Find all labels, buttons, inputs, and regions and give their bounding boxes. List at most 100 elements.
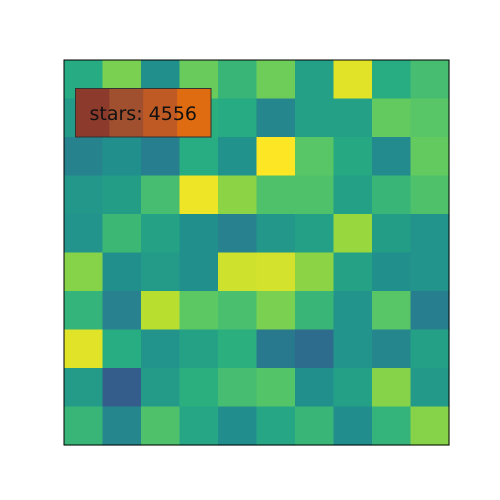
heatmap-cell xyxy=(295,368,335,408)
heatmap-cell xyxy=(102,406,142,446)
heatmap-cell xyxy=(333,175,373,215)
heatmap-cell xyxy=(295,98,335,138)
heatmap-cell xyxy=(64,175,104,215)
heatmap-cell xyxy=(141,329,181,369)
heatmap-cell xyxy=(295,291,335,331)
heatmap-cell xyxy=(295,175,335,215)
heatmap-cell xyxy=(218,214,258,254)
heatmap-cell xyxy=(141,137,181,177)
heatmap-cell xyxy=(179,368,219,408)
heatmap-cell xyxy=(295,214,335,254)
heatmap-cell xyxy=(218,368,258,408)
heatmap-cell xyxy=(333,98,373,138)
heatmap-cells xyxy=(64,60,450,446)
heatmap-cell xyxy=(179,137,219,177)
heatmap-cell xyxy=(179,329,219,369)
heatmap-cell xyxy=(64,368,104,408)
tooltip: stars: 4556 xyxy=(75,88,212,138)
heatmap-cell xyxy=(102,214,142,254)
heatmap-cell xyxy=(256,137,296,177)
heatmap-cell xyxy=(179,291,219,331)
heatmap-cell xyxy=(372,60,412,100)
heatmap-cell xyxy=(410,175,450,215)
heatmap-cell xyxy=(102,291,142,331)
heatmap-cell xyxy=(179,214,219,254)
heatmap-cell xyxy=(141,214,181,254)
heatmap-cell xyxy=(64,252,104,292)
heatmap-cell xyxy=(256,98,296,138)
heatmap-cell xyxy=(372,406,412,446)
heatmap-cell xyxy=(333,406,373,446)
heatmap-cell xyxy=(218,60,258,100)
heatmap-cell xyxy=(372,329,412,369)
heatmap-cell xyxy=(141,175,181,215)
heatmap-cell xyxy=(218,291,258,331)
heatmap-cell xyxy=(179,175,219,215)
heatmap-cell xyxy=(218,329,258,369)
heatmap-cell xyxy=(295,406,335,446)
heatmap-cell xyxy=(141,252,181,292)
heatmap-cell xyxy=(218,175,258,215)
heatmap-cell xyxy=(218,406,258,446)
heatmap-cell xyxy=(256,214,296,254)
tooltip-border xyxy=(75,88,212,138)
heatmap-cell xyxy=(410,406,450,446)
heatmap-cell xyxy=(410,60,450,100)
heatmap-cell xyxy=(333,60,373,100)
heatmap-cell xyxy=(179,252,219,292)
tooltip-background-segment xyxy=(75,88,110,137)
heatmap-cell xyxy=(410,137,450,177)
heatmap-cell xyxy=(333,368,373,408)
heatmap-cell xyxy=(410,329,450,369)
heatmap-cell xyxy=(333,214,373,254)
heatmap-cell xyxy=(256,175,296,215)
tooltip-background-segment xyxy=(143,88,178,137)
heatmap-cell xyxy=(333,291,373,331)
heatmap-cell xyxy=(218,137,258,177)
heatmap-cell xyxy=(295,252,335,292)
heatmap-cell xyxy=(64,291,104,331)
heatmap-cell xyxy=(410,252,450,292)
heatmap-cell xyxy=(410,368,450,408)
heatmap-cell xyxy=(333,329,373,369)
heatmap-cell xyxy=(333,252,373,292)
heatmap-cell xyxy=(372,175,412,215)
heatmap-cell xyxy=(410,291,450,331)
heatmap-cell xyxy=(256,291,296,331)
plot-frame xyxy=(63,59,450,446)
heatmap-cell xyxy=(372,291,412,331)
heatmap-cell xyxy=(410,214,450,254)
heatmap-cell xyxy=(256,329,296,369)
heatmap-cell xyxy=(102,329,142,369)
heatmap-cell xyxy=(141,291,181,331)
heatmap-cell xyxy=(102,137,142,177)
heatmap-cell xyxy=(64,214,104,254)
heatmap-cell xyxy=(333,137,373,177)
heatmap-cell xyxy=(179,406,219,446)
heatmap-cell xyxy=(372,214,412,254)
heatmap-cell xyxy=(256,252,296,292)
heatmap-cell xyxy=(141,406,181,446)
heatmap-cell xyxy=(372,137,412,177)
heatmap-cell xyxy=(372,368,412,408)
heatmap-cell xyxy=(102,368,142,408)
heatmap-cell xyxy=(372,98,412,138)
heatmap-cell xyxy=(64,406,104,446)
tooltip-background xyxy=(75,88,212,137)
heatmap-cell xyxy=(64,137,104,177)
heatmap-cell xyxy=(218,98,258,138)
heatmap-cell xyxy=(295,60,335,100)
tooltip-background-segment xyxy=(109,88,144,137)
heatmap-cell xyxy=(102,252,142,292)
tooltip-label: stars: 4556 xyxy=(90,103,198,125)
heatmap-cell xyxy=(141,368,181,408)
tooltip-background-segment xyxy=(177,88,212,137)
heatmap-cell xyxy=(256,60,296,100)
heatmap-cell xyxy=(102,175,142,215)
heatmap-cell xyxy=(295,137,335,177)
heatmap-cell xyxy=(64,329,104,369)
heatmap-cell xyxy=(256,368,296,408)
heatmap-cell xyxy=(256,406,296,446)
